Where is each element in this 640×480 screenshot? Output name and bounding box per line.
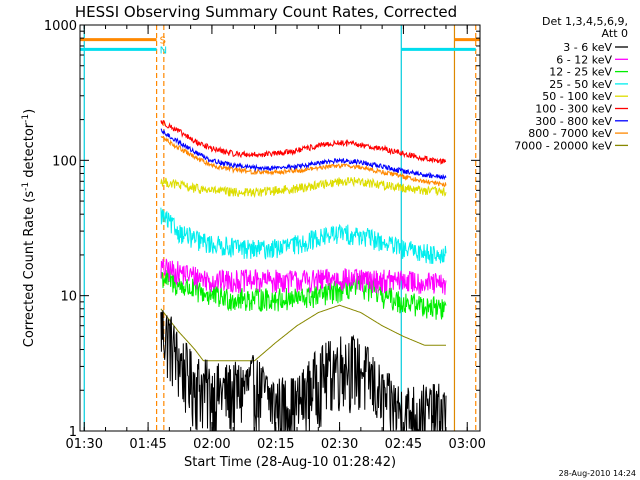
timestamp: 28-Aug-2010 14:24 xyxy=(559,469,636,478)
y-axis-label-exponent-1: -1 xyxy=(21,182,31,191)
series-line xyxy=(160,177,447,198)
marker-layer xyxy=(83,25,477,431)
series-layer xyxy=(160,119,447,432)
x-tick-label: 02:15 xyxy=(257,437,294,452)
y-tick-label: 10 xyxy=(60,290,77,305)
series-line xyxy=(160,128,447,181)
legend-label: 100 - 300 keV xyxy=(535,103,612,116)
series-line xyxy=(160,258,447,295)
legend-label: 800 - 7000 keV xyxy=(528,127,612,140)
flag-label: S xyxy=(160,36,166,47)
series-line xyxy=(160,207,447,264)
y-axis-label-exponent-2: -1 xyxy=(21,114,31,123)
legend-label: 6 - 12 keV xyxy=(556,53,612,66)
y-axis-label-main: Corrected Count Rate (s xyxy=(22,191,37,348)
x-tick-label: 01:45 xyxy=(129,437,166,452)
chart-title: HESSI Observing Summary Count Rates, Cor… xyxy=(75,3,457,21)
series-line xyxy=(160,304,446,362)
y-axis-label: Corrected Count Rate (s-1 detector-1) xyxy=(21,109,37,347)
legend-label: 300 - 800 keV xyxy=(535,115,612,128)
y-axis: 1 10 100 1000 xyxy=(44,19,480,440)
series-line xyxy=(160,119,447,165)
flag-layer: SN xyxy=(80,36,480,56)
x-tick-label: 01:30 xyxy=(66,437,103,452)
y-axis-label-middle: detector xyxy=(22,122,37,182)
x-axis-label: Start Time (28-Aug-10 01:28:42) xyxy=(184,455,396,470)
y-tick-label: 1 xyxy=(69,425,77,440)
x-tick-label: 02:45 xyxy=(385,437,422,452)
legend-header-line-2: Att 0 xyxy=(602,27,628,40)
y-tick-label: 100 xyxy=(52,154,77,169)
legend-header-line-1: Det 1,3,4,5,6,9, xyxy=(542,15,628,28)
x-axis: 01:30 01:45 02:00 02:15 02:30 02:45 03:00 xyxy=(66,25,486,452)
legend-label: 3 - 6 keV xyxy=(563,41,612,54)
series-line xyxy=(160,310,447,432)
y-tick-label: 1000 xyxy=(44,19,77,34)
legend-label: 50 - 100 keV xyxy=(542,90,612,103)
series-line xyxy=(160,135,447,188)
legend-label: 25 - 50 keV xyxy=(549,78,612,91)
plot-frame xyxy=(79,24,481,432)
x-tick-label: 02:00 xyxy=(193,437,230,452)
series-line xyxy=(160,269,447,320)
legend-label: 12 - 25 keV xyxy=(549,66,612,79)
x-tick-label: 03:00 xyxy=(448,437,485,452)
x-tick-label: 02:30 xyxy=(321,437,358,452)
legend-label: 7000 - 20000 keV xyxy=(514,139,612,152)
flag-label: N xyxy=(160,45,167,56)
y-axis-label-end: ) xyxy=(22,109,37,114)
